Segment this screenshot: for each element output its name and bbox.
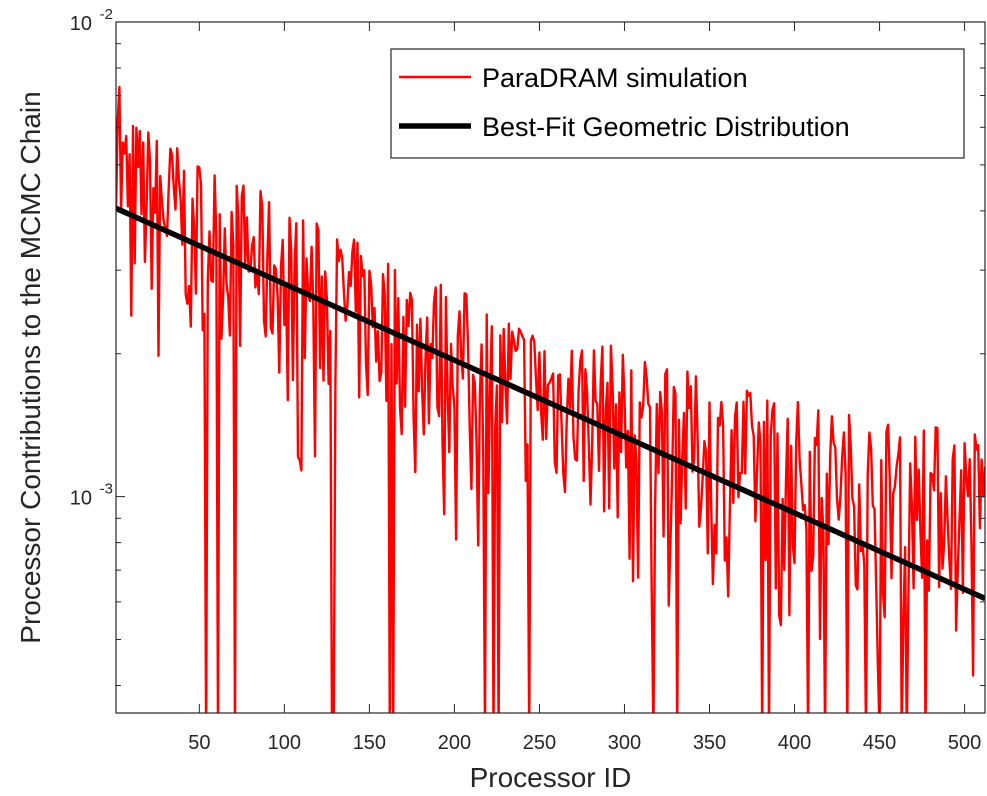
legend: ParaDRAM simulation Best-Fit Geometric Di… [390, 48, 965, 159]
series-best-fit-geometric-line [116, 205, 985, 602]
x-tick-label: 250 [523, 732, 556, 754]
x-tick-label: 400 [778, 732, 811, 754]
x-tick-label: 100 [268, 732, 301, 754]
legend-box [390, 48, 965, 159]
y-tick-label: 10 [70, 488, 92, 510]
x-axis-label: Processor ID [470, 762, 632, 793]
x-tick-label: 200 [438, 732, 471, 754]
x-tick-label: 350 [693, 732, 726, 754]
y-tick-exponent: -2 [100, 6, 113, 23]
series-layer [116, 85, 985, 713]
legend-entry-label: ParaDRAM simulation [482, 63, 748, 93]
axes-box [115, 21, 986, 714]
y-tick-exponent: -3 [100, 481, 113, 498]
x-tick-label: 150 [353, 732, 386, 754]
tick-labels: 50 100 150 200 250 300 350 400 450 500 10 -3 10 -2 [70, 6, 982, 754]
x-tick-label: 500 [948, 732, 981, 754]
legend-entry-label: Best-Fit Geometric Distribution [482, 112, 850, 142]
axes [115, 21, 986, 714]
y-tick-label: 10 [70, 13, 92, 35]
x-tick-label: 50 [188, 732, 210, 754]
series-paradram-simulation-line [116, 85, 985, 713]
x-tick-label: 450 [863, 732, 896, 754]
y-axis-label: Processor Contributions to the MCMC Chai… [15, 91, 46, 643]
x-tick-label: 300 [608, 732, 641, 754]
